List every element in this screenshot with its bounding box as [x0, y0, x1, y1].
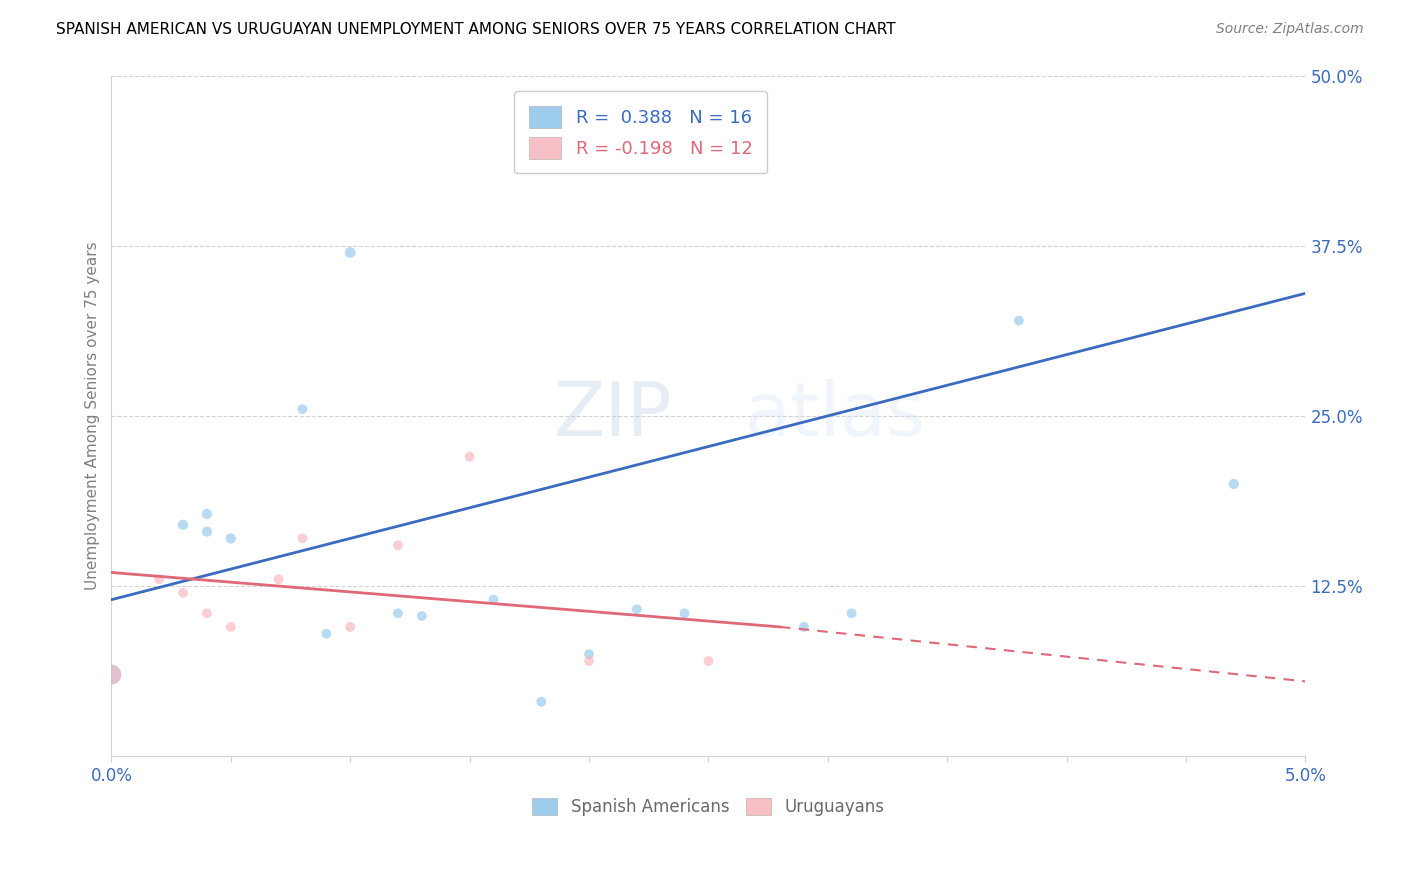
Point [578, 654, 600, 668]
Point [339, 245, 361, 260]
Text: ZIP: ZIP [554, 379, 672, 452]
Point [1222, 477, 1244, 491]
Point [315, 626, 337, 640]
Text: SPANISH AMERICAN VS URUGUAYAN UNEMPLOYMENT AMONG SENIORS OVER 75 YEARS CORRELATI: SPANISH AMERICAN VS URUGUAYAN UNEMPLOYME… [56, 22, 896, 37]
Point [482, 592, 505, 607]
Text: atlas: atlas [744, 379, 925, 452]
Point [387, 607, 409, 621]
Point [195, 507, 218, 521]
Point [626, 602, 648, 616]
Point [793, 620, 815, 634]
Point [458, 450, 481, 464]
Point [219, 620, 242, 634]
Point [721, 136, 744, 151]
Point [100, 667, 122, 681]
Legend: Spanish Americans, Uruguayans: Spanish Americans, Uruguayans [526, 791, 891, 822]
Point [1008, 313, 1031, 327]
Point [339, 620, 361, 634]
Point [291, 402, 314, 417]
Point [195, 607, 218, 621]
Point [100, 667, 122, 681]
Point [267, 572, 290, 586]
Point [219, 532, 242, 546]
Y-axis label: Unemployment Among Seniors over 75 years: Unemployment Among Seniors over 75 years [86, 242, 100, 591]
Point [148, 572, 170, 586]
Point [387, 538, 409, 552]
Point [673, 607, 696, 621]
Text: Source: ZipAtlas.com: Source: ZipAtlas.com [1216, 22, 1364, 37]
Point [291, 532, 314, 546]
Point [172, 586, 194, 600]
Point [578, 647, 600, 661]
Point [172, 517, 194, 532]
Point [195, 524, 218, 539]
Point [530, 695, 553, 709]
Point [841, 607, 863, 621]
Point [697, 654, 720, 668]
Point [411, 609, 433, 624]
